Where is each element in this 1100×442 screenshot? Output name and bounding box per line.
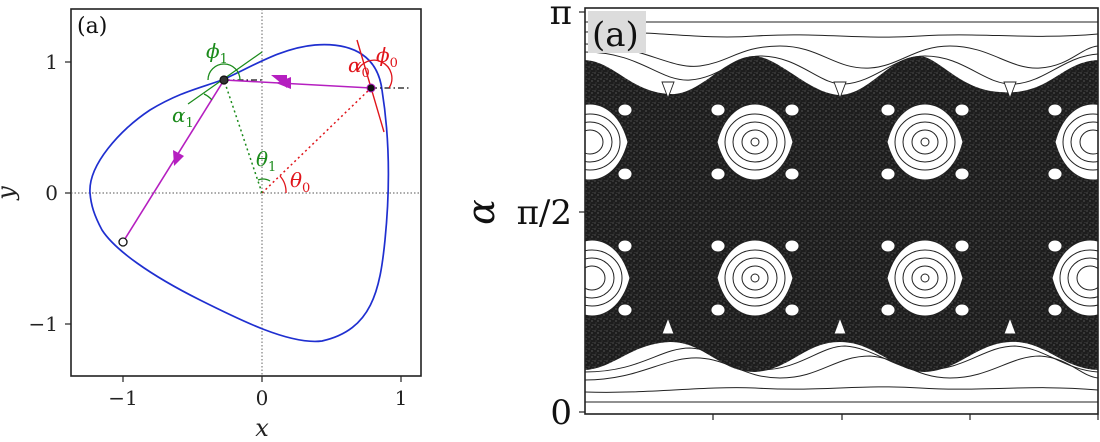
alpha0-label: α0 <box>348 53 370 81</box>
trajectory-arrow-2-head <box>173 150 184 166</box>
x-axis-label: x <box>255 414 269 442</box>
y-tick-label-1: 1 <box>45 50 58 74</box>
bounce-point-1 <box>219 75 229 85</box>
right-y-tick-pi-half: π/2 <box>517 193 572 233</box>
trajectory-segment-2 <box>122 79 225 243</box>
phi0-label: ϕ0 <box>376 43 398 71</box>
y-tick-label-neg1: −1 <box>29 312 58 336</box>
right-panel-tag: (a) <box>592 15 639 55</box>
theta0-label: θ0 <box>290 168 310 196</box>
right-y-tick-pi: π <box>550 0 572 33</box>
trajectory-segment-1 <box>223 79 372 89</box>
top-regular-band <box>585 8 1098 95</box>
billiard-diagram-panel: ϕ0 α0 θ0 ϕ1 α1 θ1 (a) −1 0 1 1 0 −1 x y <box>0 8 422 442</box>
x-tick-label-neg1: −1 <box>108 386 137 410</box>
x-tick-label-0: 0 <box>256 386 269 410</box>
alpha1-label: α1 <box>172 103 194 131</box>
theta0-arc <box>279 175 287 194</box>
small-islands <box>617 81 1063 335</box>
theta1-label: θ1 <box>256 147 276 175</box>
right-y-ticks <box>579 11 585 413</box>
theta1-arc <box>257 178 271 182</box>
left-plot-frame <box>70 8 422 377</box>
bounce-point-2 <box>118 237 128 247</box>
left-x-ticks <box>122 376 402 382</box>
right-y-tick-zero: 0 <box>550 393 572 433</box>
right-y-axis-label: α <box>459 199 503 225</box>
trajectory-arrow-1-head <box>276 77 291 89</box>
phase-space-panel: (a) π π/2 0 α <box>459 0 1099 433</box>
bottom-regular-band <box>585 341 1098 414</box>
bounce-point-0 <box>366 83 376 93</box>
left-y-ticks <box>65 61 71 325</box>
phi1-label: ϕ1 <box>206 39 228 67</box>
billiard-boundary-curve <box>89 43 390 343</box>
island-upper-row <box>585 103 1098 181</box>
phi0-arc <box>356 59 393 89</box>
y-axis-label: y <box>0 186 20 201</box>
bottom-band-curves <box>585 345 1098 403</box>
island-lower-row <box>585 239 1098 317</box>
right-x-ticks <box>712 414 1099 420</box>
y-tick-label-0: 0 <box>45 181 58 205</box>
right-panel-tag-box <box>588 11 646 53</box>
alpha1-arc <box>203 93 213 101</box>
x-tick-label-1: 1 <box>395 386 408 410</box>
phi1-arc <box>207 63 241 81</box>
radius-line-to-point-0 <box>261 87 372 194</box>
left-panel-tag: (a) <box>77 14 107 39</box>
